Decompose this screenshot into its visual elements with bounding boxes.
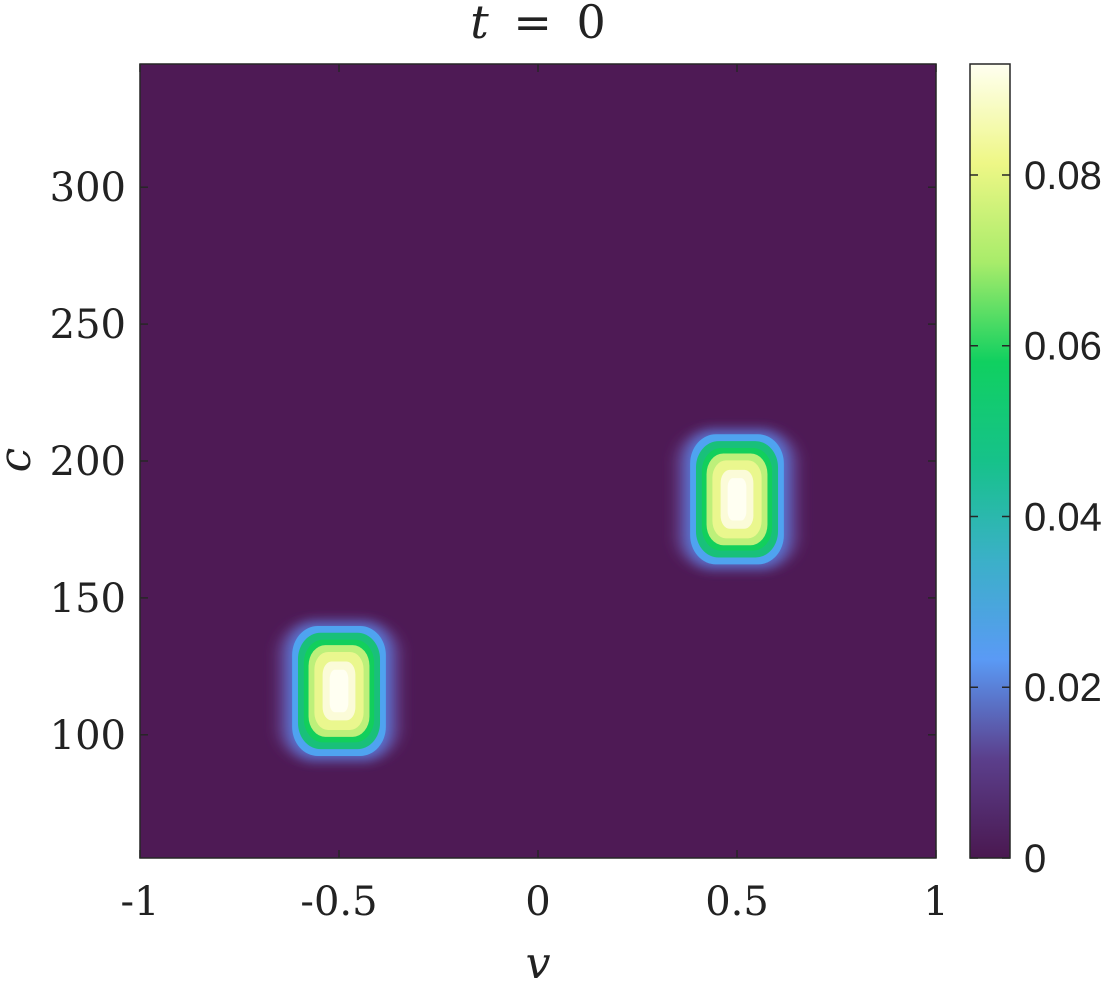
colorbar-tick-label: 0.02 xyxy=(1024,666,1102,710)
title-operator: = xyxy=(513,0,552,49)
colorbar-tick-label: 0.04 xyxy=(1024,495,1102,539)
y-axis-label: c xyxy=(0,448,41,473)
heatmap-background xyxy=(140,64,936,858)
y-tick-label: 250 xyxy=(50,302,126,348)
colorbar-tick-label: 0.06 xyxy=(1024,325,1102,369)
heatmap-blob xyxy=(275,622,403,760)
heatmap-contour xyxy=(329,669,349,713)
colorbar: 0 0.02 0.04 0.06 0.08 xyxy=(969,63,1102,881)
y-axis: 100 150 200 250 300 xyxy=(50,165,936,759)
x-tick-label: -0.5 xyxy=(300,879,377,925)
title-variable: t xyxy=(470,0,489,49)
y-tick-label: 300 xyxy=(50,165,126,211)
x-axis: -1 -0.5 0 0.5 1 xyxy=(121,64,949,925)
x-tick-label: 0 xyxy=(525,879,550,925)
colorbar-tick-label: 0.08 xyxy=(1024,154,1102,198)
colorbar-frame xyxy=(969,63,1011,859)
heatmap-blob xyxy=(673,430,801,568)
x-tick-label: 1 xyxy=(923,879,948,925)
colorbar-ticks: 0 0.02 0.04 0.06 0.08 xyxy=(970,154,1102,881)
y-tick-label: 150 xyxy=(50,576,126,622)
plot-area xyxy=(140,64,936,858)
x-tick-label: 0.5 xyxy=(705,879,769,925)
heatmap-blobs xyxy=(275,430,801,760)
x-tick-label: -1 xyxy=(121,879,160,925)
y-tick-label: 200 xyxy=(50,439,126,485)
y-tick-label: 100 xyxy=(50,713,126,759)
colorbar-gradient xyxy=(970,64,1010,858)
heatmap-contour xyxy=(727,478,747,521)
chart-title: t = 0 xyxy=(470,0,606,49)
colorbar-tick-label: 0 xyxy=(1024,837,1046,881)
x-axis-label: v xyxy=(526,938,551,982)
title-value: 0 xyxy=(577,0,606,49)
